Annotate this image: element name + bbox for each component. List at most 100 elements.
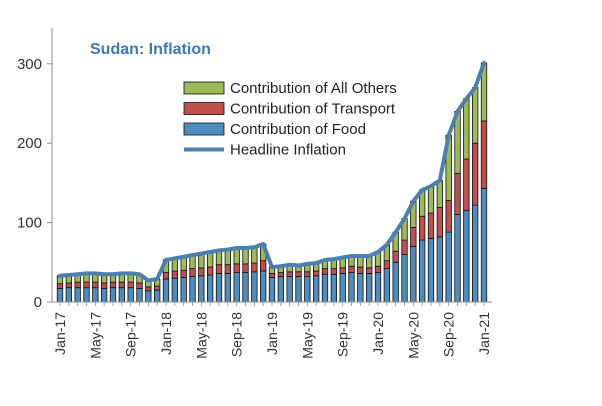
bar-contribution-of-food-apr-17 (83, 287, 90, 303)
legend-swatch-contribution-of-food (183, 122, 225, 136)
bar-contribution-of-transport-nov-20 (463, 158, 470, 212)
bar-contribution-of-food-nov-20 (463, 210, 470, 303)
bar-contribution-of-food-feb-17 (65, 287, 72, 303)
bar-contribution-of-food-jun-18 (207, 274, 214, 303)
bar-contribution-of-transport-oct-17 (136, 282, 143, 289)
bar-contribution-of-transport-nov-17 (145, 286, 152, 292)
legend-label-contribution-of-food: Contribution of Food (230, 121, 366, 138)
bar-contribution-of-food-jan-20 (374, 272, 382, 303)
bar-contribution-of-transport-feb-20 (383, 260, 390, 270)
bar-contribution-of-transport-jul-17 (109, 281, 117, 289)
bar-contribution-of-food-apr-19 (295, 276, 302, 303)
bar-contribution-of-food-dec-19 (366, 273, 373, 303)
bar-contribution-of-transport-mar-17 (74, 281, 81, 289)
axes-layer: 0 100 200 300 Jan-17 May-17 Sep-17 Jan-18 May-18… (17, 28, 492, 359)
bar-contribution-of-food-jul-18 (215, 273, 223, 303)
bar-contribution-of-transport-aug-17 (118, 281, 125, 289)
bar-contribution-of-transport-oct-20 (454, 172, 461, 216)
bar-contribution-of-food-jun-19 (313, 275, 320, 303)
bar-contribution-of-food-mar-19 (286, 276, 293, 303)
bar-contribution-of-food-dec-17 (154, 289, 161, 303)
legend-label-contribution-of-transport: Contribution of Transport (230, 101, 396, 118)
bar-contribution-of-transport-jun-20 (419, 215, 426, 241)
bar-contribution-of-transport-jun-17 (101, 282, 108, 289)
bar-contribution-of-transport-dec-18 (260, 260, 267, 272)
y-tick-label-0: 0 (34, 294, 42, 311)
bar-contribution-of-food-apr-18 (189, 276, 196, 303)
bar-contribution-of-all-others-jul-20 (427, 185, 435, 214)
bar-contribution-of-food-sep-18 (233, 272, 240, 303)
x-tick-label-jan-18: Jan-18 (158, 312, 174, 355)
bar-contribution-of-transport-sep-20 (445, 199, 452, 233)
bar-contribution-of-food-jul-19 (321, 273, 329, 303)
legend-swatch-contribution-of-all-others (183, 81, 225, 95)
bar-contribution-of-food-aug-19 (330, 273, 337, 303)
bars-layer (56, 62, 488, 303)
bar-contribution-of-transport-jan-20 (374, 265, 382, 274)
x-tick-label-jan-19: Jan-19 (264, 312, 280, 355)
bar-contribution-of-food-jul-17 (109, 287, 117, 303)
x-tick-label-may-17: May-17 (87, 312, 103, 359)
bar-contribution-of-food-jan-18 (162, 278, 170, 303)
bar-contribution-of-food-nov-17 (145, 290, 152, 303)
bar-contribution-of-transport-oct-19 (348, 265, 355, 274)
bar-contribution-of-food-jan-21 (480, 188, 488, 303)
bar-contribution-of-transport-dec-20 (472, 142, 479, 206)
bar-contribution-of-transport-jun-18 (207, 266, 214, 276)
bar-contribution-of-food-mar-18 (180, 276, 187, 303)
bar-contribution-of-food-feb-19 (277, 276, 284, 303)
chart-title: Sudan: Inflation (90, 41, 211, 58)
bar-contribution-of-food-jun-17 (101, 288, 108, 303)
bar-contribution-of-food-may-20 (410, 246, 417, 303)
bar-contribution-of-all-others-sep-18 (233, 247, 240, 265)
bar-contribution-of-transport-aug-19 (330, 268, 337, 275)
bar-contribution-of-food-oct-20 (454, 214, 461, 303)
bar-contribution-of-transport-feb-18 (171, 270, 178, 279)
bar-contribution-of-transport-feb-17 (65, 282, 72, 289)
legend-swatch-contribution-of-transport (183, 102, 225, 115)
bar-contribution-of-food-mar-17 (74, 287, 81, 303)
bar-contribution-of-transport-jan-18 (162, 272, 170, 280)
x-tick-label-sep-17: Sep-17 (123, 312, 139, 357)
y-tick-label-100: 100 (17, 215, 42, 232)
bar-contribution-of-transport-dec-17 (154, 285, 161, 291)
bar-contribution-of-food-aug-20 (436, 236, 443, 303)
legend: Contribution of All Others Contribution o… (183, 80, 397, 159)
bar-contribution-of-food-sep-17 (127, 287, 134, 303)
bar-contribution-of-transport-may-19 (304, 271, 311, 277)
x-tick-label-jan-21: Jan-21 (476, 312, 492, 355)
bar-contribution-of-transport-jul-19 (321, 268, 329, 275)
bar-contribution-of-all-others-oct-18 (242, 247, 249, 265)
x-tick-label-may-18: May-18 (193, 312, 209, 359)
bar-contribution-of-all-others-nov-18 (251, 246, 258, 264)
bar-contribution-of-food-apr-20 (401, 253, 408, 303)
legend-label-headline-inflation: Headline Inflation (230, 142, 346, 159)
bar-contribution-of-food-dec-18 (260, 270, 267, 303)
bar-contribution-of-transport-apr-20 (401, 239, 408, 255)
bar-contribution-of-transport-aug-20 (436, 207, 443, 238)
bar-contribution-of-food-feb-18 (171, 277, 178, 303)
bar-contribution-of-food-sep-19 (339, 273, 346, 303)
bar-contribution-of-food-nov-19 (357, 273, 364, 303)
bar-contribution-of-transport-jan-17 (56, 283, 64, 289)
bar-contribution-of-transport-apr-17 (83, 281, 90, 289)
bar-contribution-of-transport-jan-21 (480, 120, 488, 189)
bar-contribution-of-food-oct-17 (136, 288, 143, 303)
x-tick-label-jan-17: Jan-17 (52, 312, 68, 355)
bar-contribution-of-food-feb-20 (383, 268, 390, 303)
bar-contribution-of-transport-may-18 (198, 267, 205, 277)
bar-contribution-of-all-others-dec-20 (472, 87, 479, 144)
bar-contribution-of-food-jan-19 (268, 276, 276, 303)
bar-contribution-of-transport-nov-18 (251, 262, 258, 273)
x-tick-label-may-19: May-19 (299, 312, 315, 359)
bar-contribution-of-all-others-nov-20 (463, 98, 470, 160)
bar-contribution-of-transport-apr-19 (295, 271, 302, 277)
bar-contribution-of-all-others-aug-20 (436, 180, 443, 208)
legend-label-contribution-of-all-others: Contribution of All Others (230, 80, 397, 97)
x-tick-label-sep-20: Sep-20 (441, 312, 457, 357)
bar-contribution-of-food-aug-17 (118, 287, 125, 303)
bar-contribution-of-all-others-aug-18 (224, 249, 231, 266)
bar-contribution-of-transport-may-17 (92, 281, 99, 289)
